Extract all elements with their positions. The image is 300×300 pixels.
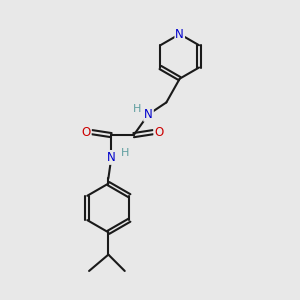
Text: H: H [132, 104, 141, 114]
Text: N: N [144, 108, 153, 121]
Text: O: O [154, 126, 164, 139]
Text: N: N [175, 28, 184, 40]
Text: N: N [107, 151, 116, 164]
Text: O: O [82, 126, 91, 139]
Text: H: H [121, 148, 129, 158]
